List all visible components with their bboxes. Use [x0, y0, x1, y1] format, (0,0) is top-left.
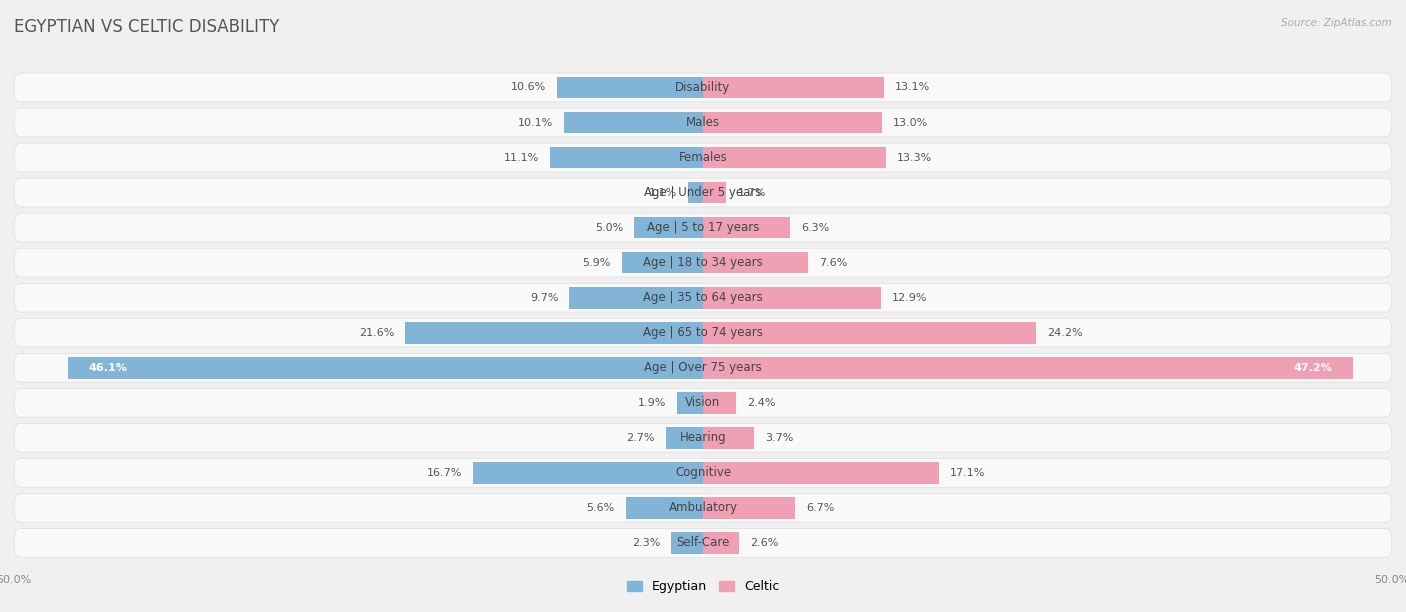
- Text: 46.1%: 46.1%: [89, 363, 128, 373]
- Text: 6.7%: 6.7%: [807, 503, 835, 513]
- Text: Age | 5 to 17 years: Age | 5 to 17 years: [647, 221, 759, 234]
- Text: 3.7%: 3.7%: [765, 433, 793, 443]
- FancyBboxPatch shape: [14, 248, 1392, 277]
- Text: 11.1%: 11.1%: [503, 152, 538, 163]
- FancyBboxPatch shape: [14, 73, 1392, 102]
- FancyBboxPatch shape: [14, 283, 1392, 312]
- Bar: [703, 76, 883, 99]
- Text: 47.2%: 47.2%: [1294, 363, 1333, 373]
- Text: 24.2%: 24.2%: [1047, 327, 1083, 338]
- Text: 13.0%: 13.0%: [893, 118, 928, 127]
- Text: 2.7%: 2.7%: [626, 433, 655, 443]
- Bar: [405, 322, 703, 343]
- Text: 7.6%: 7.6%: [818, 258, 848, 267]
- FancyBboxPatch shape: [14, 424, 1392, 452]
- Text: 13.3%: 13.3%: [897, 152, 932, 163]
- FancyBboxPatch shape: [14, 493, 1392, 522]
- FancyBboxPatch shape: [14, 213, 1392, 242]
- Text: Ambulatory: Ambulatory: [668, 501, 738, 514]
- Bar: [626, 497, 703, 519]
- Text: Self-Care: Self-Care: [676, 536, 730, 550]
- Text: 1.1%: 1.1%: [648, 187, 676, 198]
- Bar: [703, 427, 754, 449]
- Bar: [564, 111, 703, 133]
- Text: Disability: Disability: [675, 81, 731, 94]
- Bar: [472, 462, 703, 483]
- FancyBboxPatch shape: [14, 108, 1392, 137]
- Text: Age | 65 to 74 years: Age | 65 to 74 years: [643, 326, 763, 339]
- FancyBboxPatch shape: [14, 143, 1392, 172]
- Text: 2.3%: 2.3%: [631, 538, 661, 548]
- FancyBboxPatch shape: [14, 318, 1392, 347]
- Bar: [703, 252, 807, 274]
- Text: 5.9%: 5.9%: [582, 258, 610, 267]
- Text: 2.6%: 2.6%: [749, 538, 779, 548]
- Text: 16.7%: 16.7%: [426, 468, 461, 478]
- Text: Cognitive: Cognitive: [675, 466, 731, 479]
- Text: 6.3%: 6.3%: [801, 223, 830, 233]
- Text: 1.7%: 1.7%: [738, 187, 766, 198]
- Text: 10.6%: 10.6%: [510, 83, 546, 92]
- Bar: [671, 532, 703, 554]
- FancyBboxPatch shape: [14, 353, 1392, 382]
- Bar: [703, 357, 1354, 379]
- Bar: [703, 532, 738, 554]
- Legend: Egyptian, Celtic: Egyptian, Celtic: [621, 575, 785, 599]
- Text: Hearing: Hearing: [679, 431, 727, 444]
- Bar: [703, 322, 1036, 343]
- Text: Age | Under 5 years: Age | Under 5 years: [644, 186, 762, 199]
- FancyBboxPatch shape: [14, 178, 1392, 207]
- Text: 5.0%: 5.0%: [595, 223, 623, 233]
- Text: Males: Males: [686, 116, 720, 129]
- Text: 5.6%: 5.6%: [586, 503, 614, 513]
- Text: 17.1%: 17.1%: [949, 468, 986, 478]
- Bar: [557, 76, 703, 99]
- Bar: [703, 497, 796, 519]
- Bar: [550, 147, 703, 168]
- Text: 12.9%: 12.9%: [891, 293, 928, 303]
- Bar: [703, 182, 727, 203]
- Bar: [634, 217, 703, 239]
- Text: 9.7%: 9.7%: [530, 293, 558, 303]
- Text: Females: Females: [679, 151, 727, 164]
- Text: Vision: Vision: [685, 396, 721, 409]
- Text: 21.6%: 21.6%: [359, 327, 394, 338]
- Text: 2.4%: 2.4%: [747, 398, 776, 408]
- Bar: [703, 287, 880, 308]
- Bar: [666, 427, 703, 449]
- Bar: [703, 462, 939, 483]
- Text: EGYPTIAN VS CELTIC DISABILITY: EGYPTIAN VS CELTIC DISABILITY: [14, 18, 280, 36]
- Bar: [703, 111, 882, 133]
- Text: 13.1%: 13.1%: [894, 83, 929, 92]
- FancyBboxPatch shape: [14, 529, 1392, 558]
- Bar: [703, 217, 790, 239]
- Bar: [703, 147, 886, 168]
- Bar: [703, 392, 737, 414]
- Bar: [621, 252, 703, 274]
- Text: Age | 35 to 64 years: Age | 35 to 64 years: [643, 291, 763, 304]
- Bar: [676, 392, 703, 414]
- FancyBboxPatch shape: [14, 389, 1392, 417]
- Text: Source: ZipAtlas.com: Source: ZipAtlas.com: [1281, 18, 1392, 28]
- Text: 1.9%: 1.9%: [637, 398, 666, 408]
- Bar: [67, 357, 703, 379]
- Text: Age | 18 to 34 years: Age | 18 to 34 years: [643, 256, 763, 269]
- FancyBboxPatch shape: [14, 458, 1392, 487]
- Text: 10.1%: 10.1%: [517, 118, 553, 127]
- Bar: [688, 182, 703, 203]
- Text: Age | Over 75 years: Age | Over 75 years: [644, 361, 762, 374]
- Bar: [569, 287, 703, 308]
